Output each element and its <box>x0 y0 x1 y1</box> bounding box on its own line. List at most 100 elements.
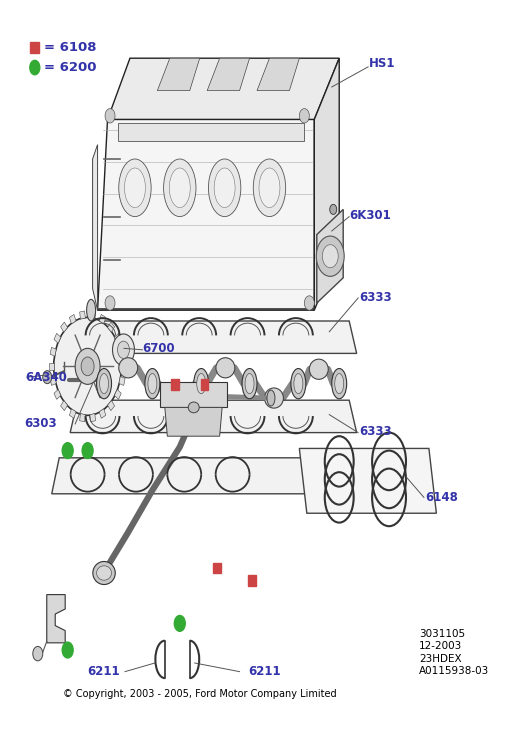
Text: 3031105: 3031105 <box>419 629 465 639</box>
Bar <box>171 379 179 390</box>
Text: A0115938-03: A0115938-03 <box>419 666 489 676</box>
Text: © Copyright, 2003 - 2005, Ford Motor Company Limited: © Copyright, 2003 - 2005, Ford Motor Com… <box>63 689 336 699</box>
Polygon shape <box>165 407 222 436</box>
Bar <box>107 400 115 410</box>
Bar <box>114 333 121 344</box>
Ellipse shape <box>194 368 209 399</box>
Bar <box>213 562 221 573</box>
Circle shape <box>30 60 40 75</box>
Polygon shape <box>70 321 357 353</box>
Circle shape <box>82 442 93 458</box>
Bar <box>80 311 85 319</box>
Bar <box>90 413 95 422</box>
Text: 6148: 6148 <box>425 491 458 504</box>
Bar <box>201 379 209 390</box>
Circle shape <box>105 109 115 123</box>
Bar <box>114 389 121 399</box>
Bar <box>54 333 61 344</box>
Ellipse shape <box>216 358 235 378</box>
Polygon shape <box>160 382 227 407</box>
Text: = 6200: = 6200 <box>44 61 97 74</box>
Circle shape <box>62 642 73 658</box>
Text: 12-2003: 12-2003 <box>419 641 462 652</box>
Circle shape <box>299 109 309 123</box>
Circle shape <box>174 616 185 632</box>
Circle shape <box>117 341 129 358</box>
Ellipse shape <box>188 402 199 412</box>
Bar <box>119 376 125 386</box>
Bar <box>121 363 126 370</box>
Circle shape <box>330 204 337 214</box>
Circle shape <box>33 646 43 661</box>
Polygon shape <box>52 458 315 494</box>
Ellipse shape <box>253 159 285 217</box>
Ellipse shape <box>167 388 186 408</box>
Ellipse shape <box>97 566 112 580</box>
Ellipse shape <box>125 168 145 208</box>
Polygon shape <box>257 58 299 91</box>
Ellipse shape <box>245 374 254 394</box>
Ellipse shape <box>335 374 344 394</box>
Ellipse shape <box>291 368 306 399</box>
Polygon shape <box>92 145 98 310</box>
Polygon shape <box>107 58 339 119</box>
Ellipse shape <box>119 358 138 378</box>
Circle shape <box>113 334 134 366</box>
Text: HS1: HS1 <box>369 58 395 70</box>
Ellipse shape <box>145 368 160 399</box>
Ellipse shape <box>214 168 235 208</box>
Bar <box>99 409 106 419</box>
Bar <box>30 42 39 53</box>
Bar <box>107 322 115 332</box>
Polygon shape <box>207 58 250 91</box>
Circle shape <box>62 442 73 458</box>
Polygon shape <box>47 595 65 643</box>
Text: 6A340: 6A340 <box>25 370 67 384</box>
Text: 23HDEX: 23HDEX <box>419 654 461 664</box>
Text: 6211: 6211 <box>88 665 120 678</box>
Polygon shape <box>70 400 357 433</box>
Ellipse shape <box>100 374 108 394</box>
Polygon shape <box>315 58 339 310</box>
Circle shape <box>105 296 115 310</box>
Circle shape <box>54 317 121 416</box>
Ellipse shape <box>163 159 196 217</box>
Bar <box>61 322 67 332</box>
Ellipse shape <box>259 168 280 208</box>
Circle shape <box>322 244 338 268</box>
Bar <box>50 376 56 386</box>
Ellipse shape <box>242 368 257 399</box>
Bar <box>90 311 95 319</box>
Ellipse shape <box>93 562 115 584</box>
Bar <box>99 314 106 324</box>
Polygon shape <box>299 448 436 513</box>
Ellipse shape <box>119 159 151 217</box>
Ellipse shape <box>87 299 95 321</box>
Ellipse shape <box>169 168 190 208</box>
Text: = 6108: = 6108 <box>44 41 97 54</box>
Ellipse shape <box>265 388 283 408</box>
Circle shape <box>304 296 315 310</box>
Bar <box>61 400 67 410</box>
Bar <box>54 389 61 399</box>
Ellipse shape <box>148 374 157 394</box>
Text: 6700: 6700 <box>142 342 175 355</box>
Bar <box>49 363 54 370</box>
Bar <box>248 574 256 586</box>
Bar <box>80 413 85 422</box>
Polygon shape <box>157 58 200 91</box>
Text: 6333: 6333 <box>359 425 392 439</box>
Bar <box>119 347 125 356</box>
Ellipse shape <box>197 374 206 394</box>
Ellipse shape <box>309 359 328 380</box>
Circle shape <box>43 370 52 384</box>
Ellipse shape <box>209 159 241 217</box>
Polygon shape <box>98 119 315 310</box>
Ellipse shape <box>97 368 112 399</box>
Text: 6K301: 6K301 <box>349 209 391 222</box>
Polygon shape <box>317 209 343 303</box>
Circle shape <box>75 348 100 384</box>
Text: 6333: 6333 <box>359 291 392 304</box>
Circle shape <box>81 357 94 376</box>
Ellipse shape <box>294 374 303 394</box>
